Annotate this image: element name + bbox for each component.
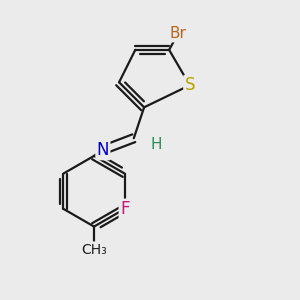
Text: Br: Br xyxy=(169,26,186,41)
Text: N: N xyxy=(97,141,109,159)
Text: CH₃: CH₃ xyxy=(81,242,107,256)
Text: S: S xyxy=(184,76,195,94)
Text: H: H xyxy=(150,136,162,152)
Text: F: F xyxy=(120,200,129,218)
